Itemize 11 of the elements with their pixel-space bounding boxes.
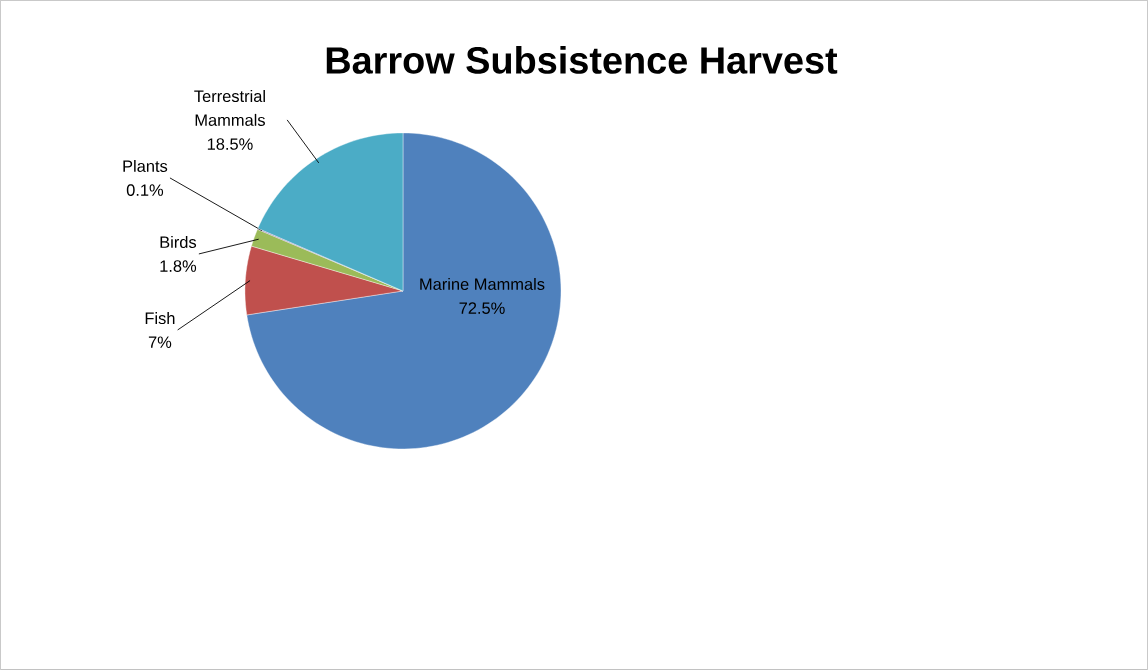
slice-label: Marine Mammals xyxy=(420,278,545,291)
data-label: 7% xyxy=(148,336,172,348)
slice-label: Fish xyxy=(145,312,175,325)
data-label: 72.5% xyxy=(459,302,505,314)
slice-label: Birds xyxy=(160,236,197,249)
data-label: 0.1% xyxy=(126,184,164,196)
chart-title: Barrow Subsistence Harvest xyxy=(326,46,838,74)
data-label: 1.8% xyxy=(160,260,197,272)
slice-label: Terrestrial Mammals xyxy=(194,90,265,126)
slice-label: Plants xyxy=(123,159,168,173)
data-label: 18.5% xyxy=(207,138,253,150)
